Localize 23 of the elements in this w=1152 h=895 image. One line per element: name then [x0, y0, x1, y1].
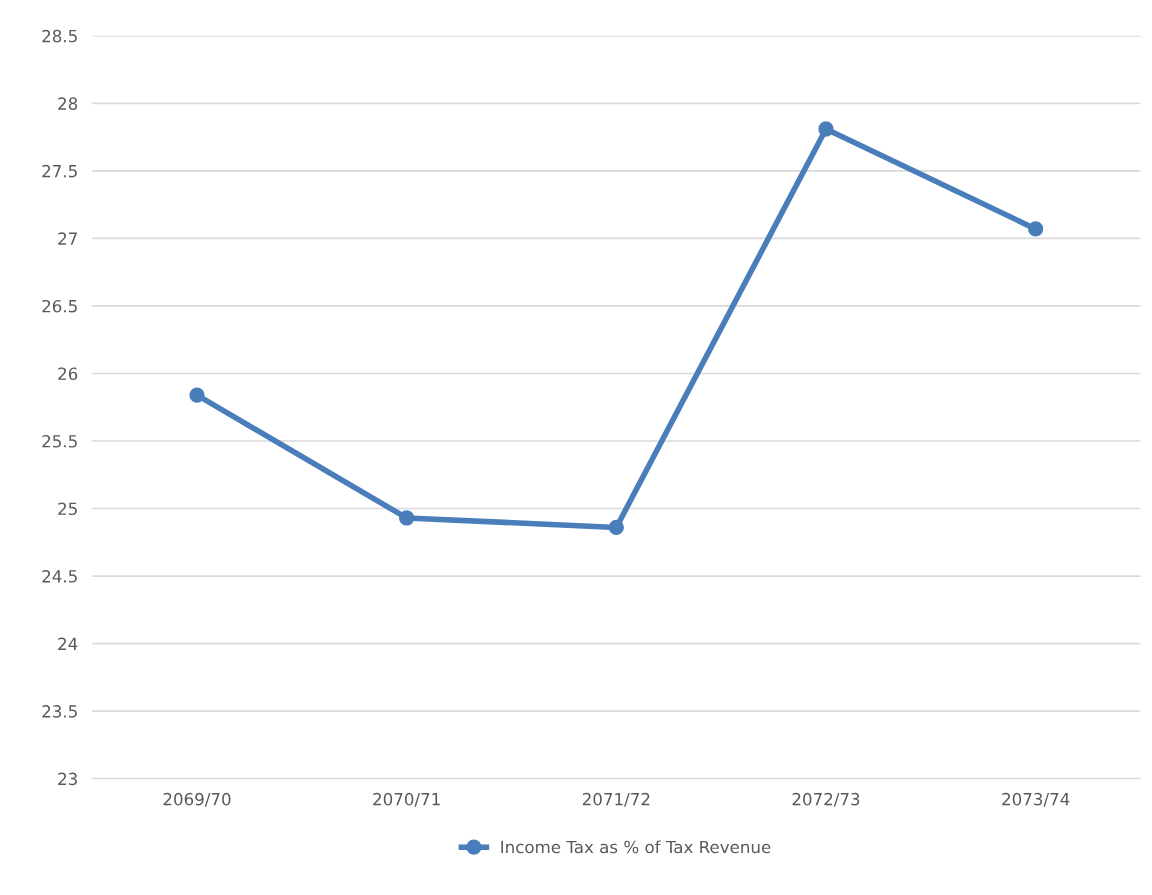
point — [608, 519, 624, 536]
x-tick-label: 2069/70 — [163, 792, 231, 807]
y-tick-label: 24.5 — [42, 570, 77, 583]
y-tick-label: 23 — [58, 772, 77, 786]
y-tick-label: 27 — [58, 232, 77, 245]
y-tick-label: 27.5 — [42, 164, 77, 178]
point — [1028, 221, 1044, 237]
legend-label: Income Tax as % of Tax Revenue — [501, 840, 771, 854]
point — [399, 510, 415, 526]
y-tick-label: 28 — [58, 97, 78, 110]
y-tick-label: 25.5 — [42, 434, 77, 448]
y-tick-label: 23.5 — [42, 705, 77, 718]
y-tick-label: 26.5 — [42, 299, 77, 313]
point — [818, 121, 834, 137]
y-tick-label: 25 — [58, 502, 77, 516]
y-tick-label: 26 — [58, 367, 78, 381]
point — [189, 387, 205, 403]
x-tick-label: 2073/74 — [1002, 792, 1070, 807]
x-tick-label: 2072/73 — [792, 792, 860, 807]
y-tick-label: 28.5 — [42, 29, 77, 43]
x-tick-label: 2071/72 — [582, 792, 650, 807]
x-tick-label: 2070/71 — [373, 792, 440, 807]
y-tick-label: 24 — [58, 637, 78, 650]
